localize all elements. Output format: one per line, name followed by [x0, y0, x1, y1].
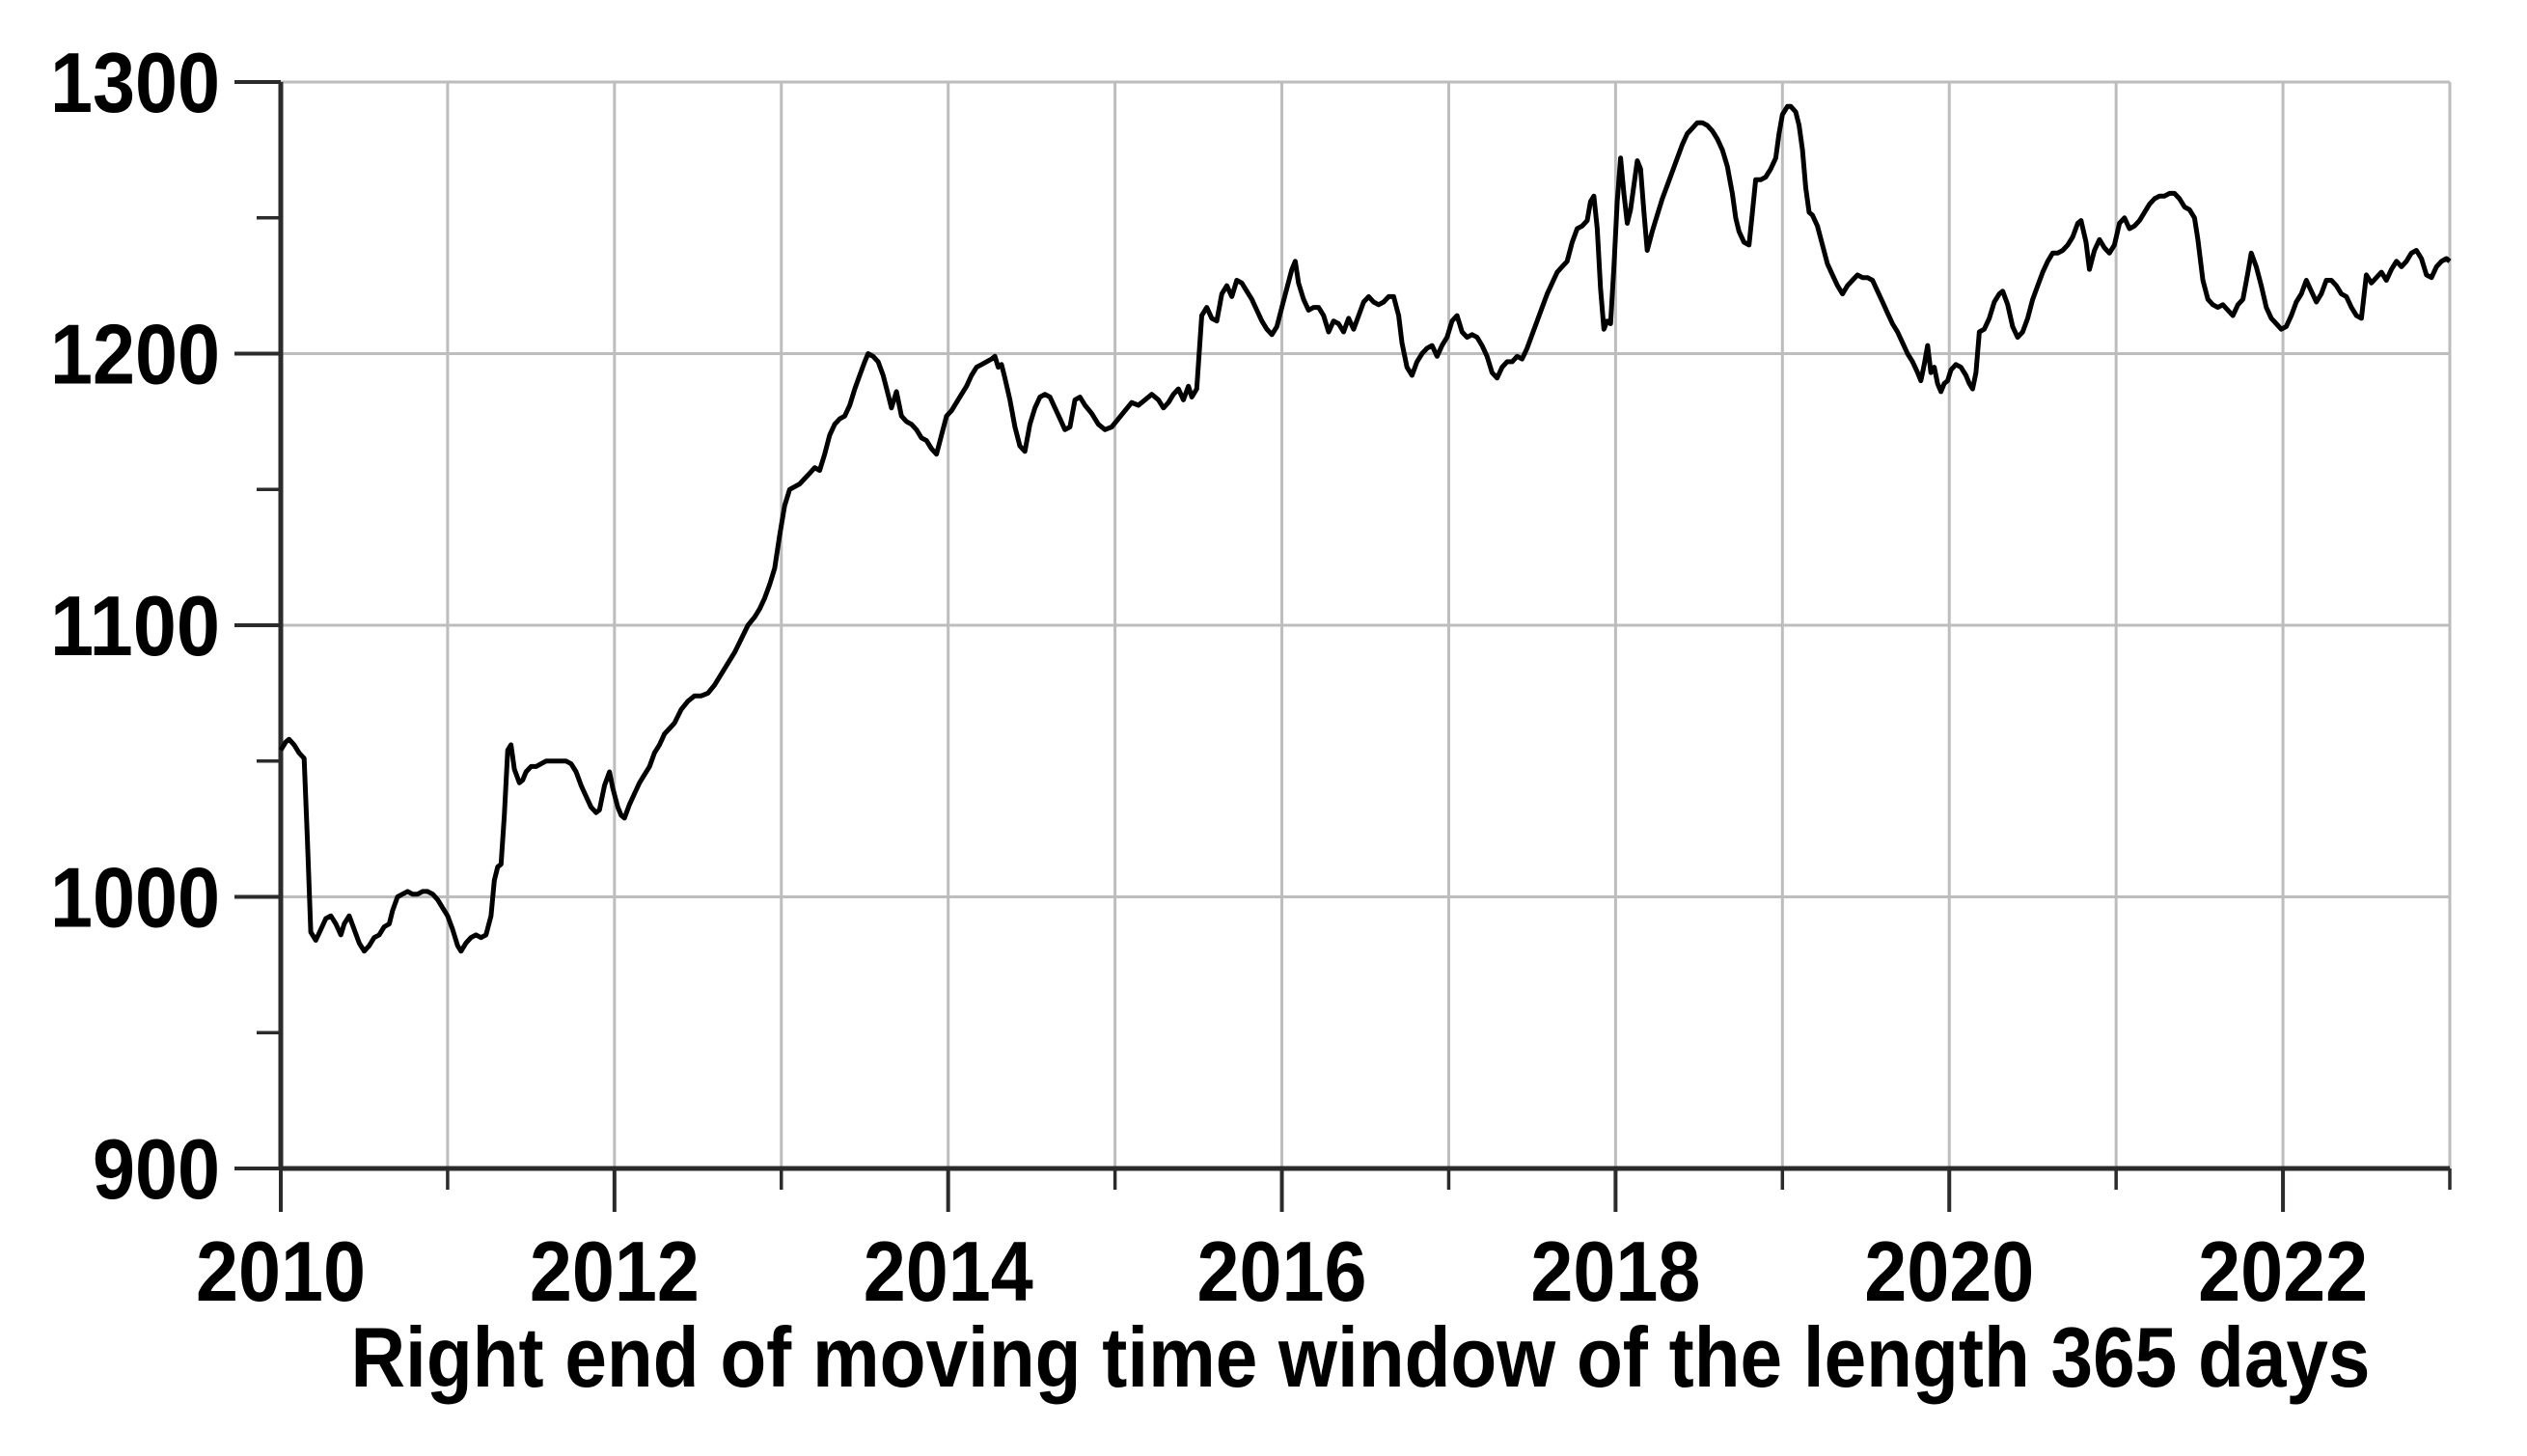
data-line — [278, 103, 2452, 954]
x-tick-labels: 2010 2012 2014 2016 2018 2020 2022 — [196, 1223, 2368, 1319]
y-tick-label: 900 — [93, 1121, 220, 1217]
x-tick-label: 2018 — [1530, 1223, 1700, 1319]
x-tick-label: 2020 — [1864, 1223, 2034, 1319]
x-tick-label: 2022 — [2198, 1223, 2368, 1319]
y-tick-label: 1100 — [50, 578, 220, 673]
x-tick-label: 2014 — [864, 1223, 1033, 1319]
x-axis-title: Right end of moving time window of the l… — [351, 1309, 2371, 1405]
x-tick-label: 2012 — [530, 1223, 700, 1319]
x-tick-label: 2016 — [1197, 1223, 1367, 1319]
y-tick-label: 1300 — [50, 35, 220, 130]
ticks — [234, 80, 2452, 1212]
x-tick-label: 2010 — [196, 1223, 366, 1319]
data-series — [278, 103, 2452, 954]
y-tick-label: 1000 — [50, 850, 220, 946]
y-tick-labels: 900 1000 1100 1200 1300 — [50, 35, 220, 1217]
y-tick-label: 1200 — [50, 307, 220, 402]
gridlines — [281, 80, 2452, 1168]
